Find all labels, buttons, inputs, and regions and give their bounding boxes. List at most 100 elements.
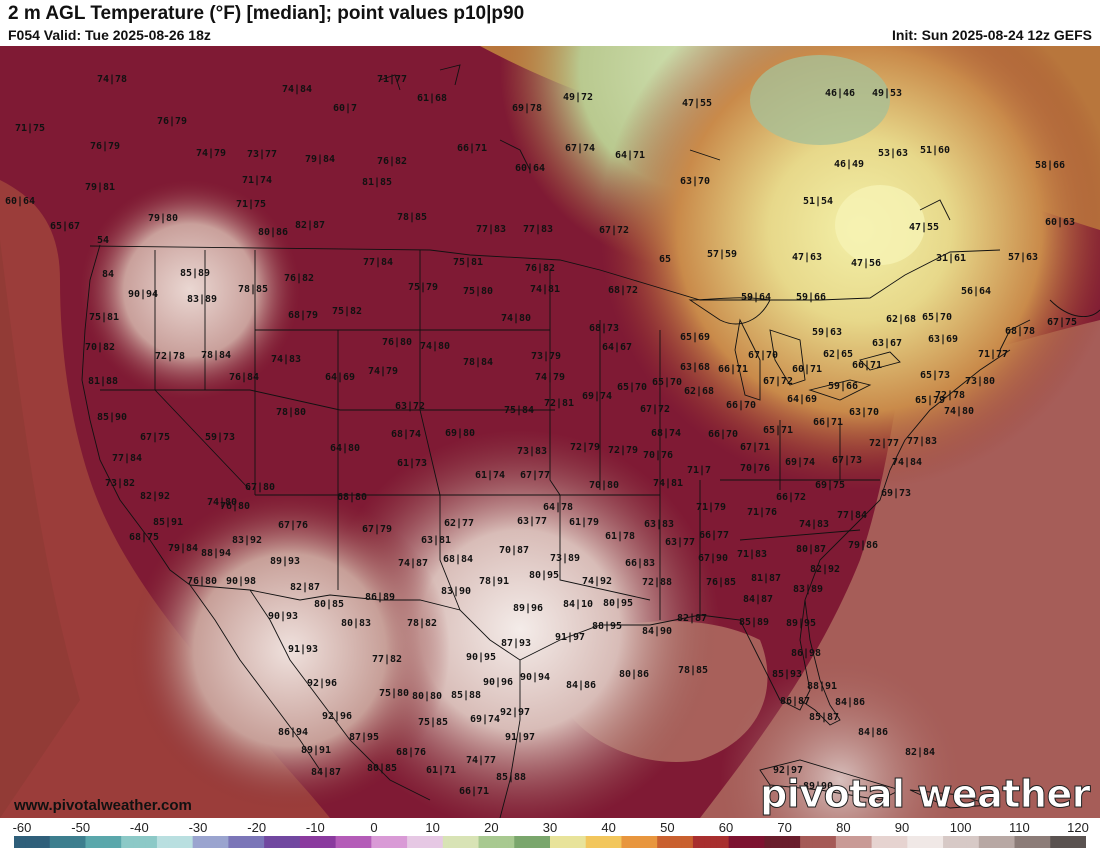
point-value-label: 75|81 bbox=[89, 312, 119, 323]
colorbar-segment bbox=[478, 836, 486, 848]
point-value-label: 74|77 bbox=[466, 755, 496, 766]
colorbar-segment bbox=[335, 836, 343, 848]
point-value-label: 89|96 bbox=[513, 603, 543, 614]
colorbar-tick-label: 50 bbox=[660, 820, 675, 835]
point-value-label: 88|94 bbox=[201, 548, 231, 559]
point-value-label: 84|86 bbox=[858, 727, 888, 738]
point-value-label: 70|76 bbox=[643, 450, 673, 461]
colorbar-segment bbox=[323, 836, 331, 848]
point-value-label: 90|93 bbox=[268, 611, 298, 622]
point-value-label: 63|81 bbox=[421, 535, 451, 546]
colorbar-segment bbox=[293, 836, 301, 848]
colorbar-segment bbox=[216, 836, 224, 848]
point-value-label: 78|85 bbox=[397, 212, 427, 223]
colorbar-segment bbox=[692, 836, 700, 848]
point-value-label: 74|80 bbox=[420, 341, 450, 352]
point-value-label: 85|90 bbox=[97, 412, 127, 423]
colorbar-segment bbox=[561, 836, 569, 848]
point-value-label: 74|80 bbox=[207, 497, 237, 508]
point-value-label: 84|87 bbox=[311, 767, 341, 778]
point-value-label: 74|78 bbox=[97, 74, 127, 85]
point-value-label: 90|94 bbox=[520, 672, 550, 683]
point-value-label: 69|74 bbox=[582, 391, 612, 402]
point-value-label: 89|95 bbox=[786, 618, 816, 629]
colorbar-segment bbox=[984, 836, 992, 848]
colorbar-tick-label: -50 bbox=[71, 820, 91, 835]
colorbar-segment bbox=[389, 836, 396, 848]
point-value-label: 67|72 bbox=[599, 225, 629, 236]
colorbar-tick-label: 20 bbox=[484, 820, 499, 835]
temperature-map[interactable]: 74|78 71|77 74|84 61|68 49|72 47|55 46|46 49|53… bbox=[0, 46, 1100, 818]
point-value-label: 73|83 bbox=[517, 446, 547, 457]
point-value-label: 80|86 bbox=[619, 669, 649, 680]
point-value-label: 74|81 bbox=[653, 478, 683, 489]
colorbar-segment bbox=[198, 836, 206, 848]
point-value-label: 67|76 bbox=[278, 520, 308, 531]
point-value-label: 75|84 bbox=[504, 405, 534, 416]
colorbar-segment bbox=[61, 836, 69, 848]
point-value-label: 84|87 bbox=[743, 594, 773, 605]
colorbar-segment bbox=[526, 836, 533, 848]
colorbar-tick-label: 30 bbox=[542, 820, 558, 835]
point-value-label: 80|80 bbox=[412, 691, 442, 702]
colorbar-segment bbox=[383, 836, 390, 848]
point-value-label: 74|80 bbox=[944, 406, 974, 417]
point-value-label: 74|92 bbox=[582, 576, 612, 587]
point-value-label: 82|87 bbox=[677, 613, 707, 624]
point-value-label: 63|70 bbox=[680, 176, 710, 187]
colorbar-tick-label: 110 bbox=[1008, 820, 1030, 835]
point-value-label: 66|72 bbox=[776, 492, 806, 503]
colorbar-segment bbox=[121, 836, 128, 848]
colorbar-segment bbox=[651, 836, 658, 848]
colorbar-segment bbox=[764, 836, 771, 848]
point-value-label: 85|88 bbox=[496, 772, 526, 783]
point-value-label: 74|79 bbox=[196, 148, 226, 159]
point-value-label: 77|84 bbox=[837, 510, 867, 521]
colorbar-segment bbox=[43, 836, 51, 848]
colorbar-segment bbox=[532, 836, 539, 848]
colorbar-labels: -60 -50 -40 -30 -20 -10 0 10 20 30 40 50 60 70 80 90 100… bbox=[0, 818, 1100, 836]
point-value-label: 66|71 bbox=[813, 417, 843, 428]
colorbar-segment bbox=[85, 836, 93, 848]
point-value-label: 85|88 bbox=[451, 690, 481, 701]
colorbar-segment bbox=[960, 836, 968, 848]
colorbar-segment bbox=[133, 836, 140, 848]
point-value-label: 60|64 bbox=[515, 163, 545, 174]
colorbar-segment bbox=[812, 836, 819, 848]
point-value-label: 87|93 bbox=[501, 638, 531, 649]
point-value-label: 71|77 bbox=[978, 349, 1008, 360]
point-value-label: 65|70 bbox=[617, 382, 647, 393]
point-value-label: 70|76 bbox=[740, 463, 770, 474]
colorbar-segment bbox=[79, 836, 87, 848]
colorbar bbox=[14, 836, 1086, 848]
point-value-label: 60|63 bbox=[1045, 217, 1075, 228]
point-value-label: 67|72 bbox=[763, 376, 793, 387]
point-value-label: 75|85 bbox=[418, 717, 448, 728]
point-value-label: 74|84 bbox=[282, 84, 312, 95]
point-value-label: 75|81 bbox=[453, 257, 483, 268]
colorbar-segment bbox=[913, 836, 920, 848]
colorbar-segment bbox=[395, 836, 402, 848]
point-value-label: 62|65 bbox=[823, 349, 853, 360]
colorbar-segment bbox=[835, 836, 843, 848]
point-value-label: 91|97 bbox=[505, 732, 535, 743]
colorbar-segment bbox=[174, 836, 182, 848]
colorbar-segment bbox=[818, 836, 825, 848]
point-value-label: 74|79 bbox=[368, 366, 398, 377]
point-value-label: 76|85 bbox=[706, 577, 736, 588]
colorbar-segment bbox=[639, 836, 646, 848]
website-label: www.pivotalweather.com bbox=[14, 797, 192, 814]
point-value-label: 72|79 bbox=[608, 445, 638, 456]
point-value-label: 81|85 bbox=[362, 177, 392, 188]
point-value-label: 63|68 bbox=[680, 362, 710, 373]
point-value-label: 62|77 bbox=[444, 518, 474, 529]
point-value-label: 79|86 bbox=[848, 540, 878, 551]
point-value-label: 63|77 bbox=[517, 516, 547, 527]
point-value-label: 60|7 bbox=[333, 103, 357, 114]
point-value-label: 71|79 bbox=[696, 502, 726, 513]
colorbar-segment bbox=[972, 836, 980, 848]
point-value-label: 76|80 bbox=[187, 576, 217, 587]
point-value-label: 66|71 bbox=[718, 364, 748, 375]
point-value-label: 68|76 bbox=[396, 747, 426, 758]
point-value-label: 84|86 bbox=[566, 680, 596, 691]
